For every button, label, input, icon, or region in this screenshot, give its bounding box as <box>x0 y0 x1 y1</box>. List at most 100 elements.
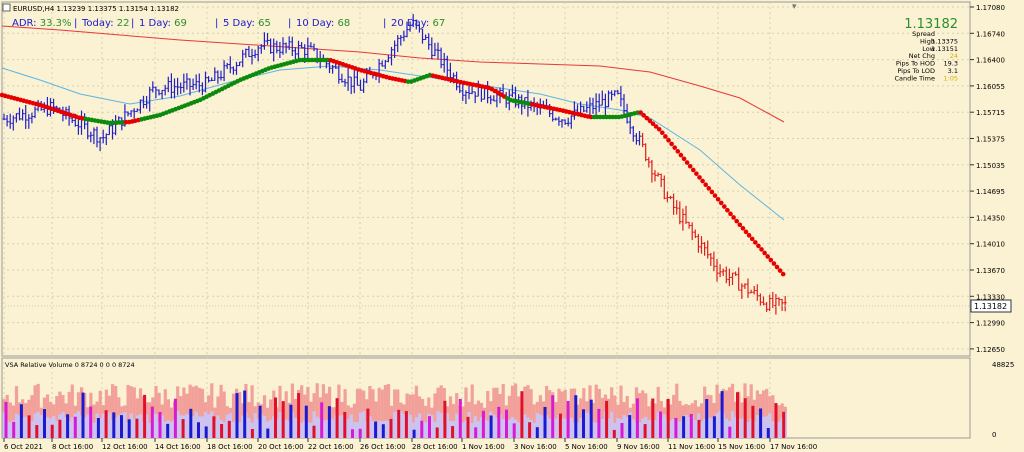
volume-band <box>138 388 143 438</box>
volume-lavender <box>86 414 90 438</box>
volume-lavender <box>24 416 28 438</box>
ohlc-bar <box>101 129 105 144</box>
ohlc-bar <box>740 283 744 299</box>
volume-lavender <box>607 418 611 438</box>
signal-dot <box>684 160 690 165</box>
volume-band <box>461 406 465 438</box>
volume-lavender <box>448 420 453 438</box>
ohlc-bar <box>148 86 152 112</box>
ohlc-bar <box>135 108 139 113</box>
volume-bar <box>497 406 501 438</box>
adr-stat: 1 Day: 69 <box>139 18 187 29</box>
chart-menu-icon[interactable] <box>2 3 11 12</box>
volume-lavender <box>210 411 214 438</box>
volume-lavender <box>114 417 118 438</box>
signal-dot <box>712 193 718 198</box>
ohlc-bar <box>634 133 638 145</box>
ohlc-bar <box>768 294 772 312</box>
ohlc-bar <box>442 52 446 73</box>
ohlc-bar <box>607 90 610 108</box>
volume-bar <box>705 399 709 438</box>
volume-lavender <box>647 419 651 438</box>
ohlc-bar <box>696 233 700 253</box>
ohlc-bar <box>755 284 759 301</box>
ohlc-bar <box>349 76 353 95</box>
volume-bar <box>466 416 470 438</box>
ohlc-bar <box>721 268 725 276</box>
volume-lavender <box>179 415 183 438</box>
ohlc-bar <box>309 42 313 48</box>
ohlc-bar <box>21 109 25 121</box>
ohlc-bar <box>18 107 21 121</box>
info-row-value: 3.1 <box>948 67 958 75</box>
volume-lavender <box>470 422 474 438</box>
time-axis-label: 20 Oct 16:00 <box>258 443 304 451</box>
ohlc-bar <box>33 106 37 119</box>
ohlc-bar <box>461 81 465 101</box>
ohlc-bar <box>104 133 108 146</box>
ohlc-bar <box>306 37 310 59</box>
signal-dot <box>666 137 671 143</box>
ohlc-bar <box>681 208 685 231</box>
volume-bar <box>736 392 739 438</box>
volume-bar <box>435 427 439 438</box>
volume-lavender <box>631 419 635 438</box>
volume-bar <box>189 408 193 438</box>
volume-bar <box>366 408 370 438</box>
volume-bar <box>759 408 763 438</box>
volume-bar <box>274 397 277 438</box>
volume-lavender <box>346 418 350 438</box>
ohlc-bar <box>436 42 440 59</box>
volume-lavender <box>272 416 276 438</box>
volume-band <box>321 384 325 438</box>
volume-lavender <box>600 419 604 438</box>
volume-lavender <box>554 418 558 438</box>
volume-lavender <box>278 412 282 438</box>
ohlc-bar <box>76 118 80 135</box>
volume-lavender <box>638 422 642 438</box>
scroll-arrow-icon[interactable]: ▾ <box>792 2 797 12</box>
volume-lavender <box>107 412 112 438</box>
ohlc-bar <box>464 90 468 105</box>
ohlc-bar <box>2 113 6 121</box>
volume-bar <box>220 424 224 438</box>
volume-bar <box>651 398 655 438</box>
info-row-label: Spread <box>912 30 935 38</box>
volume-band <box>514 383 518 438</box>
ohlc-bar <box>746 278 750 298</box>
volume-bar <box>89 406 93 438</box>
info-row-label: Pips To LOD <box>897 67 935 75</box>
ohlc-bar <box>219 70 223 81</box>
volume-lavender <box>662 414 666 438</box>
ohlc-bar <box>200 82 204 96</box>
volume-bar <box>666 398 670 438</box>
info-price: 1.13182 <box>904 17 958 32</box>
volume-band <box>315 383 319 438</box>
volume-bar <box>774 403 778 438</box>
volume-bar <box>297 393 301 438</box>
volume-lavender <box>300 422 304 438</box>
signal-dot <box>691 167 696 173</box>
volume-lavender <box>241 415 245 438</box>
price-panel[interactable] <box>1 1 971 357</box>
signal-dot <box>697 175 702 180</box>
ohlc-bar <box>241 49 245 68</box>
volume-lavender <box>563 418 567 438</box>
signal-dot <box>672 145 677 150</box>
volume-bar <box>50 424 54 438</box>
volume-lavender <box>693 420 697 438</box>
volume-band <box>523 386 527 438</box>
ohlc-bar <box>424 34 428 41</box>
price-axis-label: 1.13330 <box>976 293 1005 301</box>
ohlc-bar <box>380 60 384 67</box>
ohlc-bar <box>700 236 703 254</box>
volume-band <box>132 387 136 438</box>
signal-dot <box>656 126 662 132</box>
ohlc-bar <box>678 201 682 225</box>
signal-dot <box>660 130 665 136</box>
volume-bar <box>689 414 693 438</box>
ohlc-bar <box>712 251 716 272</box>
volume-band <box>380 389 384 438</box>
info-row-value: 1.13151 <box>931 45 958 53</box>
